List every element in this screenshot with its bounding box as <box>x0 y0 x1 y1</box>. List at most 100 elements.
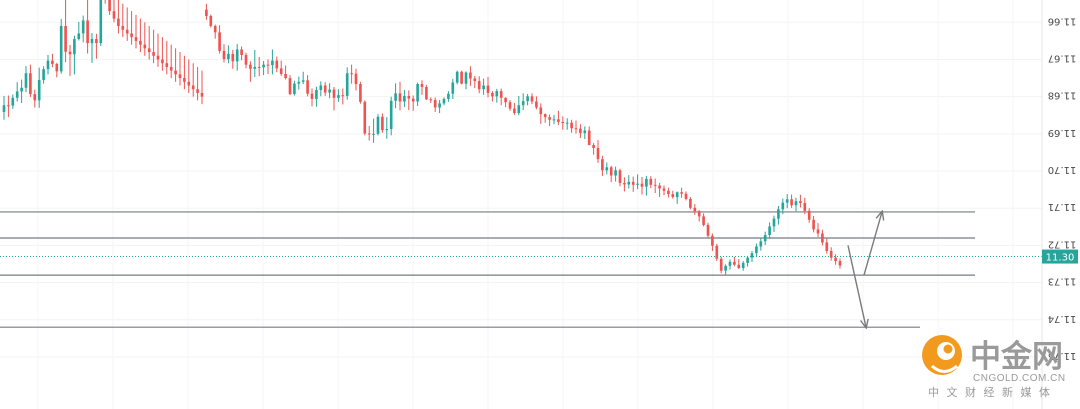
candle-13 <box>59 18 63 74</box>
candle-177 <box>781 198 785 215</box>
candle-body <box>319 85 323 90</box>
price-axis: 11.66 11.67 11.68 11.69 11.70 11.71 11.72 11.73… <box>1048 15 1077 361</box>
candle-body <box>653 184 657 186</box>
candle-146 <box>645 175 648 196</box>
candle-body <box>381 116 384 131</box>
candle-body <box>411 98 415 102</box>
candle-body <box>693 207 697 212</box>
candle-body <box>711 235 714 246</box>
candle-body <box>645 178 648 187</box>
candle-body <box>385 129 389 131</box>
candle-body <box>587 130 591 146</box>
candle-147 <box>649 176 653 189</box>
candle-body <box>165 63 169 67</box>
candle-body <box>662 188 666 191</box>
current-price-tag-bg <box>1042 249 1078 264</box>
candle-11 <box>51 53 54 68</box>
candle-body <box>623 182 626 185</box>
candle-body <box>156 55 160 60</box>
candle-99 <box>438 100 441 114</box>
candle-body <box>363 101 367 134</box>
candle-body <box>24 73 28 88</box>
candle-180 <box>794 197 798 212</box>
candle-63 <box>279 60 283 76</box>
candle-body <box>121 26 125 30</box>
candle-187 <box>825 238 829 254</box>
candle-7 <box>33 89 37 108</box>
candle-140 <box>618 168 622 187</box>
candle-73 <box>323 82 327 96</box>
candle-125 <box>552 114 556 125</box>
candle-103 <box>455 70 459 85</box>
candle-body <box>407 95 411 99</box>
candle-118 <box>521 93 525 111</box>
candle-37 <box>165 40 169 75</box>
candle-90 <box>398 81 402 111</box>
candle-133 <box>587 126 591 146</box>
candle-127 <box>561 116 565 130</box>
candle-124 <box>548 114 551 127</box>
candle-169 <box>746 255 749 267</box>
candle-body <box>763 234 767 242</box>
candle-body <box>658 185 661 189</box>
candle-body <box>473 78 477 82</box>
candle-162 <box>715 243 719 262</box>
candle-body <box>293 83 296 95</box>
candle-61 <box>271 49 274 75</box>
candle-155 <box>684 191 688 201</box>
candle-body <box>631 181 635 185</box>
candle-34 <box>152 29 155 64</box>
candle-body <box>609 167 613 176</box>
candle-45 <box>200 70 204 105</box>
candle-body <box>601 159 604 171</box>
candle-106 <box>469 66 472 86</box>
candle-33 <box>147 26 151 60</box>
candle-128 <box>565 118 569 130</box>
candle-body <box>416 84 419 102</box>
candle-172 <box>759 237 763 251</box>
candle-body <box>147 48 151 53</box>
candle-21 <box>95 33 98 59</box>
candle-body <box>482 85 485 90</box>
candle-body <box>451 82 455 94</box>
candle-body <box>332 89 336 98</box>
candle-body <box>227 53 230 60</box>
candle-129 <box>570 119 573 133</box>
candle-body <box>618 170 622 183</box>
candle-43 <box>191 63 195 97</box>
candle-body <box>266 64 270 66</box>
candle-body <box>728 261 732 266</box>
candle-108 <box>477 76 481 94</box>
candle-179 <box>790 194 793 208</box>
y-tick-label-7: 11.73 <box>1048 276 1077 287</box>
candle-130 <box>574 120 578 134</box>
candle-body <box>640 183 644 187</box>
candle-112 <box>495 88 499 103</box>
candle-body <box>42 69 45 80</box>
candle-body <box>737 264 741 269</box>
candle-body <box>29 73 32 95</box>
candle-body <box>310 93 314 99</box>
candle-body <box>209 15 213 27</box>
candle-body <box>205 9 208 16</box>
candle-body <box>108 0 111 12</box>
candle-56 <box>249 61 252 82</box>
candle-body <box>759 241 763 247</box>
candle-164 <box>724 264 727 275</box>
candle-body <box>689 198 692 208</box>
candle-84 <box>372 118 375 143</box>
candle-190 <box>838 258 842 269</box>
y-tick-label-6: 11.72 <box>1048 238 1077 249</box>
candle-17 <box>77 21 81 41</box>
candle-44 <box>196 66 199 101</box>
candle-160 <box>706 222 710 238</box>
candle-body <box>583 130 587 134</box>
candle-body <box>733 261 736 265</box>
candle-body <box>235 49 239 62</box>
candle-body <box>350 73 353 75</box>
candle-30 <box>134 14 138 49</box>
candle-body <box>557 119 560 122</box>
candle-75 <box>332 87 336 111</box>
candle-79 <box>350 64 353 84</box>
